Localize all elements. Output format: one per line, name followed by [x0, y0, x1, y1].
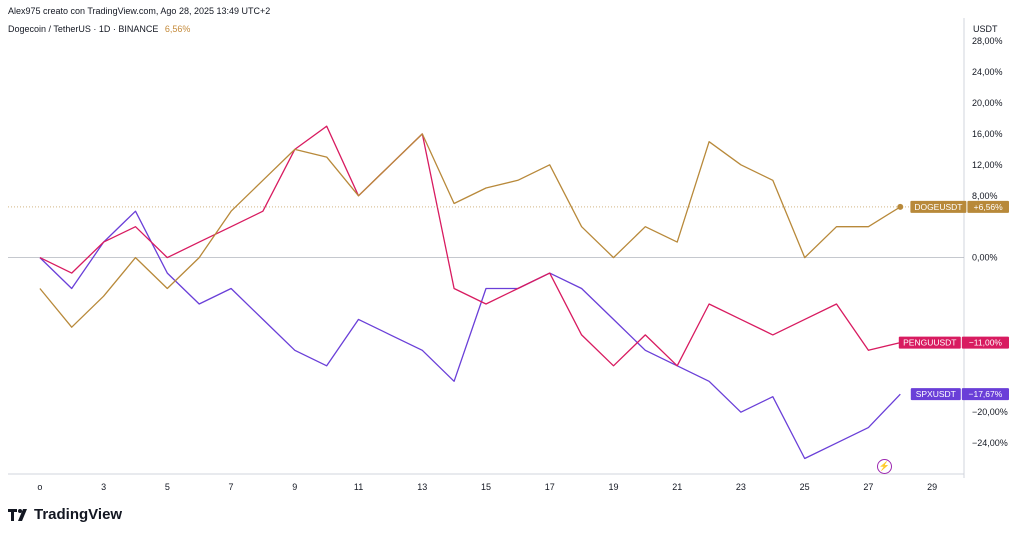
x-tick-label: 9	[292, 482, 297, 492]
series-value-label: −17,67%	[969, 389, 1003, 399]
y-tick-label: −20,00%	[972, 407, 1008, 417]
y-tick-label: 20,00%	[972, 98, 1003, 108]
price-axis-unit: USDT	[973, 24, 998, 34]
series-line-spxusdt[interactable]	[39, 210, 901, 460]
x-tick-label: 29	[927, 482, 937, 492]
series-name-label: DOGEUSDT	[914, 202, 962, 212]
y-tick-label: 0,00%	[972, 253, 998, 263]
y-tick-label: −24,00%	[972, 438, 1008, 448]
attribution-text: Alex975 creato con TradingView.com, Ago …	[8, 6, 271, 16]
tradingview-brand: TradingView	[8, 506, 122, 523]
series-name-tag	[898, 336, 961, 349]
y-tick-label: 16,00%	[972, 129, 1003, 139]
series-value-tag	[961, 336, 1009, 349]
series-line-penguusdt[interactable]	[39, 125, 901, 367]
x-tick-label: 5	[165, 482, 170, 492]
x-tick-label: 25	[800, 482, 810, 492]
symbol-name: Dogecoin / TetherUS · 1D · BINANCE	[8, 24, 159, 34]
symbol-change: 6,56%	[164, 24, 191, 34]
tradingview-logo-icon	[8, 508, 27, 521]
series-line-dogeusdt[interactable]	[39, 133, 901, 328]
x-tick-label: 15	[481, 482, 491, 492]
y-tick-label: 12,00%	[972, 160, 1003, 170]
x-tick-label: 11	[354, 482, 363, 492]
series-name-tag	[910, 200, 967, 213]
x-tick-label: 13	[417, 482, 427, 492]
brand-name: TradingView	[34, 506, 123, 523]
series-value-tag	[961, 388, 1009, 401]
y-tick-label: 28,00%	[972, 36, 1003, 46]
x-tick-label: 21	[672, 482, 682, 492]
last-price-dot	[897, 203, 904, 210]
x-tick-label: o	[37, 482, 42, 492]
lightning-icon[interactable]: ⚡	[877, 459, 892, 474]
series-name-label: SPXUSDT	[916, 389, 956, 399]
y-tick-label: 8,00%	[972, 191, 998, 201]
series-name-tag	[910, 388, 961, 401]
series-value-label: +6,56%	[974, 202, 1004, 212]
x-tick-label: 19	[608, 482, 618, 492]
y-tick-label: 24,00%	[972, 67, 1003, 77]
x-tick-label: 7	[229, 482, 234, 492]
x-tick-label: 17	[545, 482, 555, 492]
x-tick-label: 23	[736, 482, 746, 492]
series-value-label: −11,00%	[969, 338, 1003, 348]
x-tick-label: 27	[863, 482, 873, 492]
x-tick-label: 3	[101, 482, 106, 492]
series-name-label: PENGUUSDT	[903, 338, 956, 348]
series-value-tag	[967, 200, 1009, 213]
symbol-header: Dogecoin / TetherUS · 1D · BINANCE 6,56%	[8, 24, 190, 34]
